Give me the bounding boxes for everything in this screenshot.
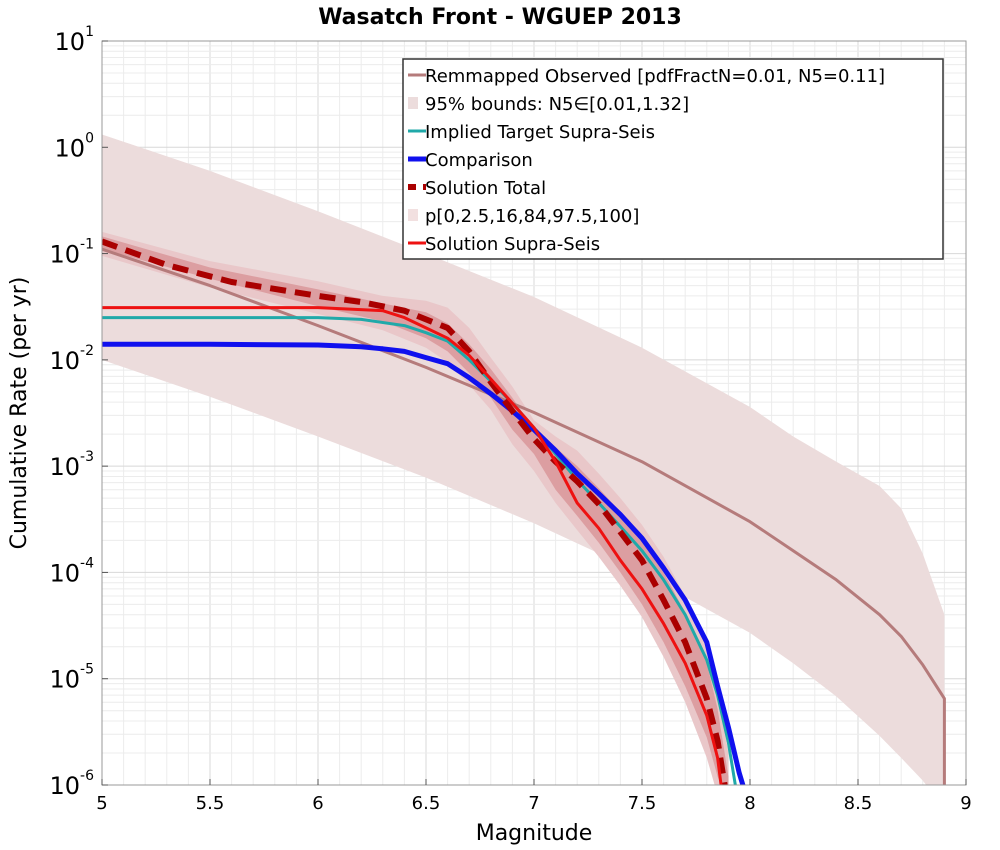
chart-title: Wasatch Front - WGUEP 2013 [318,5,682,30]
x-axis-ticks: 5 5.5 6 6.5 7 7.5 8 8.5 9 [96,779,972,814]
x-tick-label: 6.5 [412,793,441,814]
band-2 [102,236,729,785]
y-tick-label: 10-1 [49,237,94,269]
y-tick-label: 100 [55,130,94,162]
legend-label: Remmapped Observed [pdfFractN=0.01, N5=0… [425,66,885,87]
x-tick-label: 9 [960,793,971,814]
series-line-4 [102,306,723,785]
y-tick-label: 10-3 [49,449,94,481]
x-tick-label: 5 [96,793,107,814]
legend-swatch [408,209,418,221]
series-line-0 [102,247,946,785]
series-line-2 [102,341,746,785]
x-tick-label: 7 [528,793,539,814]
x-tick-label: 6 [312,793,323,814]
legend-label: Implied Target Supra-Seis [425,122,655,143]
legend-label: Solution Total [425,178,546,199]
x-tick-label: 8.5 [844,793,873,814]
y-tick-label: 10-2 [49,343,94,375]
y-axis-label: Cumulative Rate (per yr) [7,277,32,550]
y-axis-ticks: 10-6 10-5 10-4 10-3 10-2 10-1 100 101 [49,24,108,800]
y-tick-label: 10-5 [49,662,94,694]
x-tick-label: 5.5 [196,793,225,814]
series-lines [102,238,946,785]
legend-box [402,58,944,260]
series-line-3 [102,238,728,785]
y-tick-label: 10-4 [49,555,94,587]
legend-label: Comparison [425,150,533,171]
legend-label: Solution Supra-Seis [425,234,600,255]
x-tick-label: 8 [744,793,755,814]
legend-label: 95% bounds: N5∈[0.01,1.32] [425,94,689,115]
x-tick-label: 7.5 [628,793,657,814]
legend-swatch [408,97,418,109]
x-axis-label: Magnitude [476,821,593,846]
y-tick-label: 101 [55,24,94,56]
legend-label: p[0,2.5,16,84,97.5,100] [425,206,639,227]
legend: Remmapped Observed [pdfFractN=0.01, N5=0… [402,58,944,260]
y-tick-label: 10-6 [49,768,94,800]
